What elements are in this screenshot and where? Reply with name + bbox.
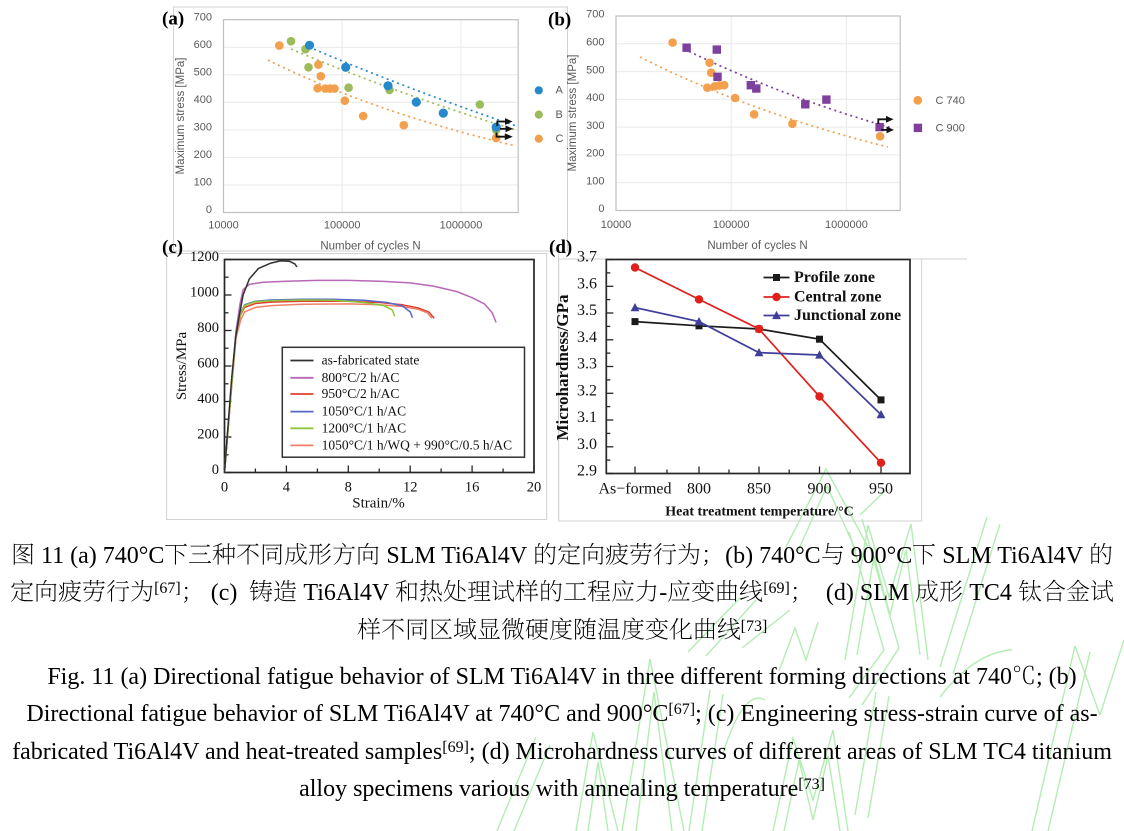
svg-text:800: 800	[687, 481, 711, 498]
svg-text:700: 700	[586, 9, 604, 21]
svg-text:600: 600	[197, 355, 219, 371]
svg-text:As−formed: As−formed	[598, 481, 671, 498]
svg-text:100000: 100000	[713, 219, 750, 231]
svg-text:3.4: 3.4	[577, 329, 597, 346]
svg-text:3.1: 3.1	[577, 409, 597, 426]
svg-text:100000: 100000	[324, 219, 361, 231]
svg-text:(d): (d)	[549, 237, 572, 258]
svg-text:3.5: 3.5	[577, 302, 597, 319]
svg-text:16: 16	[465, 480, 480, 496]
svg-text:3.7: 3.7	[577, 249, 597, 266]
svg-text:950: 950	[869, 481, 893, 498]
svg-text:8: 8	[345, 480, 352, 496]
svg-text:800°C/2 h/AC: 800°C/2 h/AC	[322, 370, 400, 385]
svg-text:Junctional zone: Junctional zone	[794, 307, 901, 324]
svg-text:B: B	[556, 109, 563, 121]
svg-text:600: 600	[194, 39, 212, 51]
svg-text:100: 100	[194, 177, 212, 189]
svg-text:4: 4	[283, 480, 291, 496]
svg-text:C 740: C 740	[936, 95, 965, 107]
svg-text:Number of cycles N: Number of cycles N	[320, 241, 420, 253]
svg-text:Strain/%: Strain/%	[352, 496, 405, 512]
svg-text:2.9: 2.9	[577, 463, 597, 480]
svg-text:400: 400	[194, 94, 212, 106]
svg-text:12: 12	[403, 480, 418, 496]
svg-text:700: 700	[194, 11, 212, 23]
svg-text:Central zone: Central zone	[794, 289, 882, 306]
svg-text:10000: 10000	[208, 219, 239, 231]
svg-text:as-fabricated state: as-fabricated state	[322, 353, 420, 368]
svg-text:400: 400	[586, 92, 604, 104]
svg-text:Heat treatment temperature/°C: Heat treatment temperature/°C	[665, 505, 854, 520]
svg-text:Microhardness/GPa: Microhardness/GPa	[553, 294, 572, 441]
svg-text:1000000: 1000000	[440, 219, 483, 231]
svg-text:Maximum stress [MPa]: Maximum stress [MPa]	[567, 55, 579, 172]
svg-text:1050°C/1 h/AC: 1050°C/1 h/AC	[322, 404, 407, 419]
svg-text:Number of cycles N: Number of cycles N	[707, 240, 807, 252]
svg-text:950°C/2 h/AC: 950°C/2 h/AC	[322, 386, 400, 401]
svg-text:3.6: 3.6	[577, 275, 597, 292]
svg-text:(a): (a)	[162, 9, 184, 30]
svg-text:3.3: 3.3	[577, 356, 597, 373]
svg-text:1200°C/1 h/AC: 1200°C/1 h/AC	[322, 420, 407, 435]
svg-text:0: 0	[212, 462, 219, 478]
svg-text:0: 0	[206, 204, 212, 216]
svg-text:850: 850	[747, 481, 771, 498]
svg-text:300: 300	[586, 120, 604, 132]
svg-text:400: 400	[197, 391, 219, 407]
svg-text:100: 100	[586, 175, 604, 187]
svg-text:0: 0	[598, 203, 604, 215]
svg-text:600: 600	[586, 37, 604, 49]
svg-text:200: 200	[586, 148, 604, 160]
svg-text:300: 300	[194, 122, 212, 134]
svg-text:(b): (b)	[548, 10, 571, 31]
svg-text:500: 500	[194, 67, 212, 79]
svg-text:800: 800	[197, 320, 219, 336]
svg-text:(c): (c)	[162, 237, 183, 258]
svg-text:900: 900	[808, 481, 832, 498]
svg-text:Stress/MPa: Stress/MPa	[174, 331, 190, 400]
svg-text:1050°C/1 h/WQ + 990°C/0.5 h/AC: 1050°C/1 h/WQ + 990°C/0.5 h/AC	[322, 437, 513, 452]
svg-text:Maximum stress [MPa]: Maximum stress [MPa]	[175, 58, 187, 175]
svg-text:Profile zone: Profile zone	[794, 269, 875, 286]
svg-text:3.0: 3.0	[577, 436, 597, 453]
svg-text:200: 200	[194, 149, 212, 161]
svg-text:3.2: 3.2	[577, 382, 597, 399]
svg-text:1000000: 1000000	[825, 219, 868, 231]
svg-text:C: C	[556, 133, 564, 145]
svg-text:1200: 1200	[190, 249, 219, 265]
svg-text:200: 200	[197, 426, 219, 442]
svg-text:10000: 10000	[601, 219, 632, 231]
svg-text:0: 0	[221, 480, 228, 496]
svg-text:500: 500	[586, 64, 604, 76]
svg-text:1000: 1000	[190, 284, 219, 300]
svg-text:A: A	[556, 85, 564, 97]
svg-text:C 900: C 900	[936, 123, 965, 135]
svg-text:20: 20	[527, 480, 542, 496]
